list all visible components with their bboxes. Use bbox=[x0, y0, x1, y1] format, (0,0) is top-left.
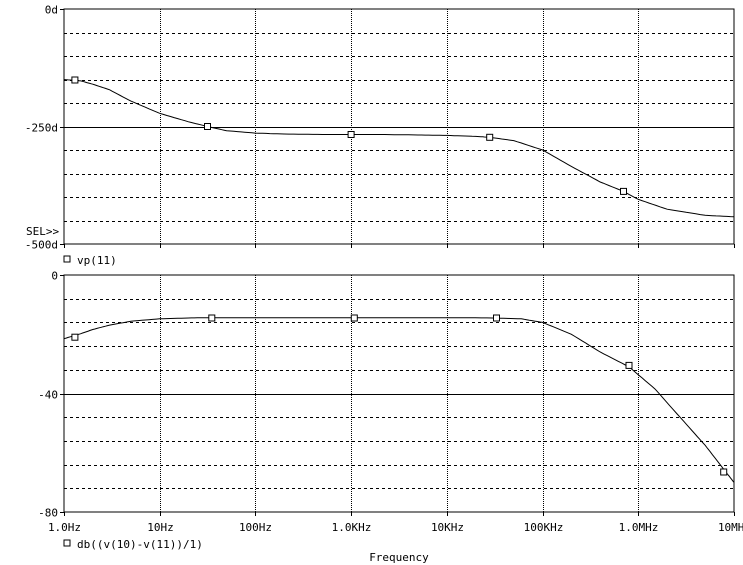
x-tick-label: 100KHz bbox=[524, 521, 564, 534]
phase-ytick-label: -500d bbox=[25, 239, 58, 252]
magnitude-ytick-label: -80 bbox=[38, 507, 58, 520]
phase-point-marker bbox=[486, 133, 494, 141]
magnitude-plot-area: 0 -40 -801.0Hz 10Hz 100Hz 1.0KHz 10KHz 100KHz 1.… bbox=[38, 270, 743, 535]
x-tick-label: 10Hz bbox=[147, 521, 174, 534]
x-tick-label: 1.0KHz bbox=[332, 521, 372, 534]
phase-point-marker bbox=[620, 187, 627, 195]
x-tick-label: 1.0Hz bbox=[48, 521, 81, 534]
phase-plot-area: 0d -250d -500d bbox=[25, 4, 735, 252]
legend-vp11: vp(11) bbox=[63, 254, 117, 267]
magnitude-point-marker bbox=[71, 333, 79, 341]
sel-marker: SEL>> bbox=[26, 225, 59, 238]
phase-series-line bbox=[63, 79, 735, 218]
magnitude-point-marker bbox=[493, 314, 500, 322]
magnitude-point-marker bbox=[350, 314, 358, 322]
magnitude-ytick-label: -40 bbox=[38, 389, 58, 402]
x-tick-label: 100Hz bbox=[239, 521, 272, 534]
phase-point-marker bbox=[347, 131, 355, 138]
magnitude-series-line bbox=[63, 317, 735, 483]
magnitude-point-marker bbox=[208, 314, 216, 322]
legend-label-vp11: vp(11) bbox=[77, 254, 117, 267]
magnitude-point-marker bbox=[720, 468, 728, 476]
legend-marker-square-icon bbox=[63, 539, 71, 547]
phase-point-marker bbox=[71, 76, 79, 84]
phase-frame bbox=[63, 8, 735, 245]
legend-label-db: db((v(10)-v(11))/1) bbox=[77, 538, 203, 551]
legend-marker-square-icon bbox=[63, 255, 71, 263]
phase-ytick-label: -250d bbox=[25, 122, 58, 135]
magnitude-frame bbox=[63, 274, 735, 513]
x-tick-label: 1.0MHz bbox=[619, 521, 659, 534]
magnitude-ytick-label: 0 bbox=[51, 270, 58, 283]
legend-db: db((v(10)-v(11))/1) bbox=[63, 538, 203, 551]
magnitude-point-marker bbox=[625, 361, 633, 369]
x-tick-label: 10MHz bbox=[718, 521, 743, 534]
phase-point-marker bbox=[204, 123, 211, 130]
x-axis-title: Frequency bbox=[369, 551, 429, 564]
x-tick-label: 10KHz bbox=[431, 521, 464, 534]
phase-ytick-label: 0d bbox=[45, 4, 58, 17]
